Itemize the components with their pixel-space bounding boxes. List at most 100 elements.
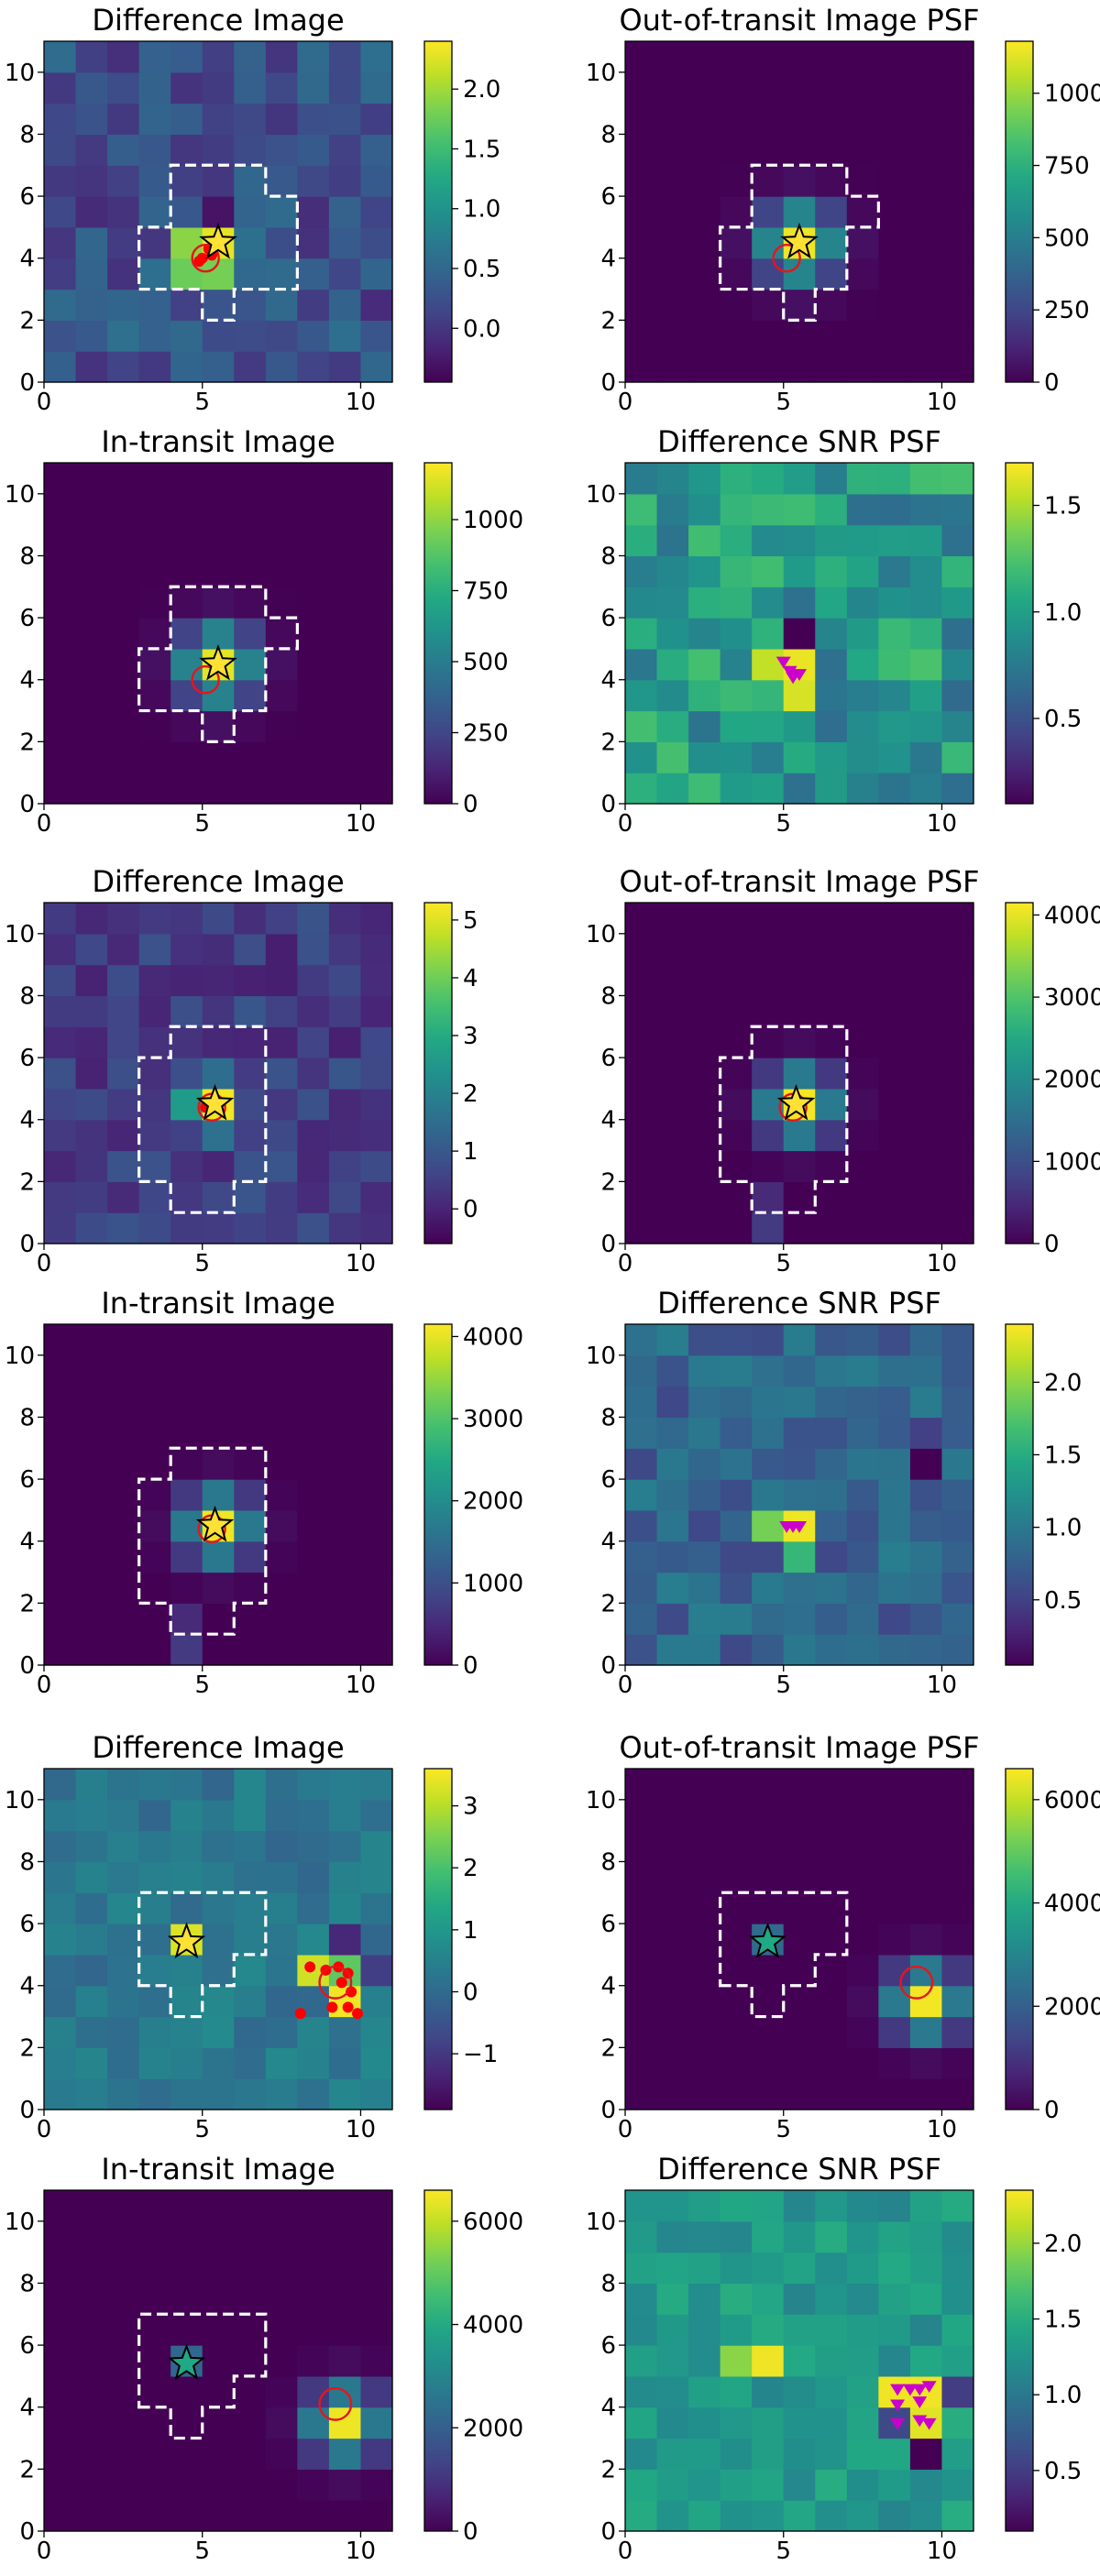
heatmap-pixel: [107, 1088, 140, 1121]
heatmap-pixel: [846, 463, 879, 495]
colorbar-tick-label: 0.5: [1044, 2458, 1082, 2485]
heatmap-pixel: [265, 1572, 298, 1604]
heatmap-pixel: [138, 586, 171, 619]
heatmap-pixel: [265, 1088, 298, 1121]
heatmap-pixel: [688, 2252, 721, 2285]
heatmap-pixel: [752, 1058, 785, 1090]
heatmap-pixel: [170, 933, 204, 966]
target-circle: [191, 244, 220, 273]
heatmap-pixel: [783, 586, 816, 619]
heatmap-pixel: [878, 555, 911, 587]
heatmap-pixel: [107, 103, 140, 136]
heatmap-pixel: [625, 2078, 658, 2110]
heatmap-pixel: [360, 586, 393, 619]
heatmap-pixel: [656, 1026, 689, 1058]
heatmap-pixel: [265, 226, 298, 259]
heatmap-pixel: [878, 2500, 911, 2532]
heatmap-pixel: [941, 1509, 974, 1542]
heatmap-pixel: [138, 1509, 171, 1542]
heatmap-pixel: [846, 1954, 879, 1987]
target-circle: [318, 1965, 353, 2000]
heatmap-pixel: [625, 1212, 658, 1244]
heatmap-pixel: [625, 1119, 658, 1152]
heatmap-pixel: [138, 1634, 171, 1666]
heatmap-pixel: [720, 2016, 753, 2048]
colorbar: [1005, 1768, 1034, 2110]
heatmap-pixel: [720, 1954, 753, 1987]
heatmap-pixel: [752, 2220, 785, 2253]
colorbar-tick-label: 2000: [1044, 1067, 1100, 1094]
heatmap-pixel: [720, 1830, 753, 1863]
heatmap-pixel: [625, 320, 658, 352]
heatmap-pixel: [941, 555, 974, 587]
heatmap-pixel: [170, 2016, 204, 2048]
heatmap-pixel: [656, 1892, 689, 1924]
heatmap-pixel: [360, 320, 393, 352]
heatmap-pixel: [909, 1572, 943, 1604]
heatmap-pixel: [752, 1861, 785, 1893]
y-tick-label: 10: [5, 921, 35, 948]
heatmap-pixel: [360, 2469, 393, 2501]
heatmap-pixel: [625, 1769, 658, 1801]
heatmap-pixel: [202, 1540, 235, 1573]
heatmap-pixel: [202, 2283, 235, 2315]
heatmap-pixel: [234, 1479, 267, 1511]
heatmap-pixel: [752, 555, 785, 587]
heatmap-pixel: [815, 1354, 848, 1387]
heatmap-pixel: [170, 1324, 204, 1356]
heatmap-pixel: [328, 1324, 362, 1356]
heatmap-pixel: [941, 320, 974, 352]
heatmap-pixel: [815, 2078, 848, 2110]
heatmap-pixel: [170, 2190, 204, 2222]
heatmap-pixel: [297, 226, 330, 259]
heatmap-pixel: [625, 586, 658, 619]
heatmap-pixel: [846, 1324, 879, 1356]
heatmap-pixel: [44, 1954, 77, 1987]
heatmap-pixel: [656, 351, 689, 383]
heatmap-pixel: [360, 2016, 393, 2048]
x-tick-label: 0: [37, 2538, 52, 2565]
heatmap-pixel: [138, 2469, 171, 2501]
heatmap-pixel: [265, 618, 298, 650]
heatmap-pixel: [202, 103, 235, 136]
heatmap-pixel: [878, 2252, 911, 2285]
heatmap-pixel: [878, 710, 911, 742]
heatmap-pixel: [297, 2283, 330, 2315]
plot-frame: [624, 40, 974, 383]
heatmap-pixel: [688, 648, 721, 681]
heatmap-pixel: [138, 1830, 171, 1863]
heatmap-pixel: [138, 2345, 171, 2377]
heatmap-pixel: [941, 2438, 974, 2470]
y-tick-label: 6: [600, 1911, 616, 1938]
heatmap-pixel: [265, 1954, 298, 1987]
heatmap-pixel: [360, 1448, 393, 1480]
heatmap-pixel: [360, 1924, 393, 1956]
heatmap-pixel: [107, 351, 140, 383]
heatmap-pixel: [202, 1572, 235, 1604]
heatmap-pixel: [44, 196, 77, 228]
heatmap-pixel: [625, 1799, 658, 1832]
heatmap-pixel: [328, 71, 362, 104]
y-tick-label: 0: [600, 369, 616, 397]
heatmap-pixel: [328, 1448, 362, 1480]
heatmap-pixel: [656, 2078, 689, 2110]
heatmap-pixel: [75, 1509, 108, 1542]
heatmap-pixel: [878, 258, 911, 290]
colorbar-tick-label: 0: [1044, 369, 1060, 397]
heatmap-pixel: [909, 1026, 943, 1058]
star-marker: [748, 1922, 787, 1959]
heatmap-pixel: [941, 1830, 974, 1863]
heatmap-pixel: [297, 524, 330, 557]
heatmap-pixel: [107, 648, 140, 681]
heatmap-pixel: [297, 1417, 330, 1449]
heatmap-pixel: [360, 995, 393, 1027]
aperture-outline: [138, 163, 299, 322]
heatmap-pixel: [625, 2283, 658, 2315]
heatmap-pixel: [878, 1324, 911, 1356]
heatmap-pixel: [44, 2469, 77, 2501]
heatmap-pixel: [44, 710, 77, 742]
heatmap-pixel: [656, 165, 689, 197]
heatmap-pixel: [44, 41, 77, 73]
heatmap-pixel: [909, 1985, 943, 2018]
heatmap-pixel: [752, 71, 785, 104]
